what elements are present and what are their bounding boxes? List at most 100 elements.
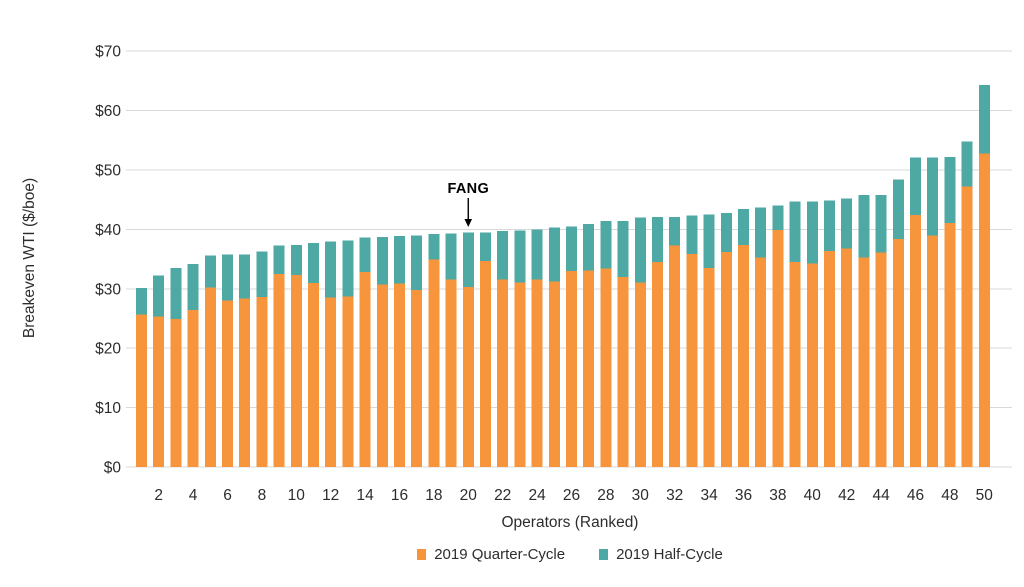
x-tick-label: 40	[804, 487, 822, 504]
half-cycle-swatch-icon	[599, 549, 609, 560]
bar-quarter-cycle-segment	[308, 282, 319, 467]
bar-quarter-cycle-segment	[892, 238, 904, 467]
bar-quarter-cycle-segment	[841, 248, 853, 467]
bar-quarter-cycle-segment	[548, 281, 560, 467]
bar-quarter-cycle-segment	[411, 289, 423, 467]
bar-quarter-cycle-segment	[927, 235, 939, 467]
bar-half-cycle-segment	[256, 251, 268, 298]
bar-quarter-cycle-segment	[669, 245, 681, 467]
down-arrow-icon	[464, 198, 473, 227]
bar-quarter-cycle-segment	[755, 257, 767, 467]
legend-item-half-cycle: 2019 Half-Cycle	[599, 546, 723, 563]
bar-quarter-cycle-segment	[445, 279, 457, 467]
bar-half-cycle-segment	[910, 157, 921, 216]
bar-half-cycle-segment	[480, 232, 491, 261]
bar-quarter-cycle-segment	[720, 251, 732, 467]
x-tick-label: 28	[597, 487, 614, 504]
bar-quarter-cycle-segment	[480, 260, 491, 467]
bar-quarter-cycle-segment	[617, 276, 629, 467]
bar-half-cycle-segment	[239, 254, 251, 299]
bar-half-cycle-segment	[634, 217, 646, 283]
x-tick-label: 12	[322, 487, 339, 504]
bar-half-cycle-segment	[652, 216, 663, 263]
bar-quarter-cycle-segment	[634, 282, 646, 467]
quarter-cycle-swatch-icon	[417, 549, 427, 560]
legend: 2019 Quarter-Cycle 2019 Half-Cycle	[128, 546, 1012, 563]
bar-half-cycle-segment	[738, 209, 749, 245]
bar-half-cycle-segment	[153, 275, 165, 317]
bar-half-cycle-segment	[772, 205, 784, 230]
x-tick-label: 34	[700, 487, 718, 504]
bar-quarter-cycle-segment	[875, 252, 887, 467]
y-tick-label: $40	[95, 222, 121, 239]
y-tick-label: $20	[95, 341, 121, 358]
bar-half-cycle-segment	[583, 224, 595, 271]
bar-half-cycle-segment	[789, 201, 801, 263]
bar-quarter-cycle-segment	[256, 297, 268, 467]
bar-half-cycle-segment	[927, 157, 939, 236]
x-tick-label: 14	[356, 487, 374, 504]
bar-half-cycle-segment	[462, 232, 474, 288]
bar-quarter-cycle-segment	[428, 259, 440, 467]
x-tick-label: 2	[154, 487, 163, 504]
bar-quarter-cycle-segment	[961, 186, 973, 467]
bar-quarter-cycle-segment	[170, 319, 182, 467]
fang-annotation-label: FANG	[447, 181, 490, 197]
bar-half-cycle-segment	[445, 233, 457, 280]
bar-quarter-cycle-segment	[462, 287, 474, 467]
bar-quarter-cycle-segment	[394, 283, 405, 467]
bar-half-cycle-segment	[136, 288, 147, 315]
x-tick-label: 18	[425, 487, 442, 504]
bar-half-cycle-segment	[566, 226, 577, 271]
x-tick-label: 46	[907, 487, 924, 504]
bar-quarter-cycle-segment	[789, 262, 801, 467]
y-tick-label: $10	[95, 400, 121, 417]
y-tick-label: $0	[104, 460, 122, 477]
half-cycle-legend-label: 2019 Half-Cycle	[616, 546, 723, 563]
bar-half-cycle-segment	[428, 234, 440, 260]
bar-half-cycle-segment	[669, 216, 681, 246]
x-tick-label: 50	[976, 487, 994, 504]
bar-quarter-cycle-segment	[325, 297, 337, 467]
x-tick-label: 6	[223, 487, 232, 504]
bar-half-cycle-segment	[858, 194, 870, 258]
y-tick-label: $50	[95, 163, 121, 180]
bar-quarter-cycle-segment	[187, 310, 199, 467]
bar-quarter-cycle-segment	[566, 270, 577, 467]
bar-quarter-cycle-segment	[858, 257, 870, 467]
fang-annotation: FANG	[448, 181, 489, 228]
bar-quarter-cycle-segment	[376, 284, 388, 467]
bar-half-cycle-segment	[720, 212, 732, 252]
bar-half-cycle-segment	[497, 231, 509, 280]
bar-quarter-cycle-segment	[204, 287, 216, 467]
bar-quarter-cycle-segment	[531, 279, 543, 467]
x-tick-label: 26	[563, 487, 580, 504]
x-tick-label: 48	[941, 487, 958, 504]
bar-quarter-cycle-segment	[806, 263, 818, 467]
x-tick-label: 44	[872, 487, 890, 504]
bar-quarter-cycle-segment	[703, 268, 715, 467]
bar-quarter-cycle-segment	[944, 222, 956, 467]
bar-half-cycle-segment	[187, 263, 199, 311]
bar-half-cycle-segment	[892, 179, 904, 239]
bar-half-cycle-segment	[755, 207, 767, 258]
y-tick-label: $60	[95, 103, 121, 120]
bar-quarter-cycle-segment	[514, 282, 526, 467]
x-tick-label: 22	[494, 487, 511, 504]
bar-half-cycle-segment	[806, 201, 818, 264]
bar-half-cycle-segment	[290, 244, 302, 276]
bar-half-cycle-segment	[325, 241, 337, 298]
bar-quarter-cycle-segment	[978, 153, 990, 468]
bar-half-cycle-segment	[531, 229, 543, 280]
x-tick-label: 16	[391, 487, 408, 504]
bar-half-cycle-segment	[394, 235, 405, 284]
bar-half-cycle-segment	[359, 237, 371, 273]
x-tick-label: 32	[666, 487, 683, 504]
bar-half-cycle-segment	[204, 255, 216, 288]
x-tick-label: 36	[735, 487, 752, 504]
bar-half-cycle-segment	[944, 156, 956, 223]
bar-half-cycle-segment	[961, 141, 973, 187]
x-tick-label: 38	[769, 487, 786, 504]
bar-quarter-cycle-segment	[652, 262, 663, 467]
